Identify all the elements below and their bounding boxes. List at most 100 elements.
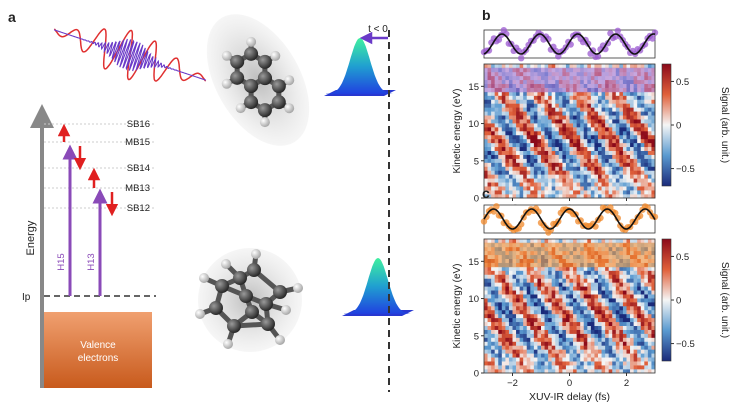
heatmap-cell [647, 64, 652, 69]
heatmap-cell [541, 349, 545, 354]
heatmap-cell [505, 111, 510, 116]
heatmap-cell [484, 349, 488, 354]
heatmap-cell [601, 150, 606, 155]
heatmap-cell [612, 138, 617, 144]
heatmap-cell [601, 270, 606, 275]
carbon-atom [239, 289, 253, 303]
heatmap-cell [551, 162, 556, 167]
heatmap-cell [594, 190, 599, 195]
heatmap-cell [519, 369, 524, 374]
heatmap-cell [630, 325, 634, 330]
heatmap-cell [608, 178, 613, 183]
heatmap-cell [562, 313, 567, 319]
heatmap-cell [523, 150, 528, 155]
heatmap-cell [523, 266, 528, 271]
heatmap-cell [530, 302, 535, 307]
heatmap-cell [523, 166, 528, 171]
heatmap-cell [622, 337, 627, 342]
heatmap-cell [551, 64, 556, 69]
heatmap-cell [612, 194, 617, 199]
heatmap-cell [651, 174, 656, 179]
heatmap-cell [612, 103, 617, 108]
heatmap-cell [523, 158, 528, 163]
heatmap-cell [501, 182, 506, 187]
trace-point [589, 47, 597, 54]
heatmap-cell [608, 99, 613, 104]
heatmap-cell [644, 341, 649, 346]
heatmap-cell [530, 349, 535, 354]
heatmap-cell [491, 309, 495, 315]
heatmap-cell [537, 290, 542, 295]
heatmap-cell [619, 357, 624, 362]
heatmap-cell [598, 115, 602, 120]
heatmap-cell [537, 107, 542, 112]
heatmap-cell [569, 127, 574, 132]
heatmap-cell [594, 131, 599, 136]
heatmap-cell [569, 123, 574, 128]
heatmap-cell [484, 361, 488, 366]
heatmap-cell [544, 313, 549, 319]
heatmap-cell [647, 329, 652, 334]
heatmap-cell [537, 239, 542, 244]
heatmap-cell [622, 270, 627, 275]
heatmap-cell [491, 239, 495, 244]
heatmap-cell [633, 166, 638, 171]
heatmap-cell [576, 174, 581, 179]
heatmap-cell [555, 119, 560, 124]
heatmap-cell [544, 321, 549, 326]
heatmap-cell [576, 166, 581, 171]
heatmap-cell [569, 107, 574, 112]
heatmap-cell [533, 115, 538, 120]
heatmap-cell [487, 278, 492, 283]
heatmap-cell [565, 341, 570, 346]
heatmap-cell [508, 341, 513, 346]
heatmap-cell [551, 317, 556, 323]
heatmap-cell [562, 150, 567, 155]
heatmap-cell [562, 190, 567, 195]
heatmap-cell [590, 278, 595, 283]
heatmap-cell [551, 99, 556, 104]
heatmap-cell [519, 170, 524, 175]
heatmap-cell [544, 329, 549, 334]
heatmap-cell [558, 274, 563, 279]
heatmap-cell [533, 107, 538, 112]
heatmap-cell [590, 325, 595, 330]
heatmap-cell [633, 150, 638, 155]
heatmap-cell [523, 361, 528, 366]
heatmap-cell [537, 282, 542, 287]
heatmap-cell [651, 365, 656, 370]
heatmap-cell [494, 278, 499, 283]
heatmap-cell [637, 329, 642, 334]
heatmap-cell [508, 146, 513, 151]
heatmap-cell [633, 186, 638, 191]
heatmap-cell [640, 270, 645, 275]
heatmap-cell [558, 194, 563, 199]
heatmap-cell [637, 194, 642, 199]
heatmap-cell [484, 341, 488, 346]
heatmap-cell [533, 274, 538, 279]
heatmap-cell [612, 313, 617, 319]
heatmap-cell [612, 369, 617, 374]
heatmap-cell [622, 95, 627, 100]
heatmap-cell [544, 306, 549, 311]
heatmap-cell [544, 123, 549, 128]
heatmap-cell [498, 158, 503, 163]
heatmap-cell [608, 357, 613, 362]
heatmap-cell [551, 174, 556, 179]
heatmap-cell [651, 166, 656, 171]
heatmap-cell [569, 286, 574, 291]
heatmap-cell [544, 266, 549, 271]
heatmap-cell [594, 142, 599, 148]
heatmap-cell [487, 99, 492, 104]
heatmap-cell [612, 111, 617, 116]
heatmap-cell [598, 369, 602, 374]
heatmap-cell [608, 361, 613, 366]
heatmap-cell [587, 286, 592, 291]
heatmap-cell [537, 294, 542, 299]
heatmap-cell [569, 317, 574, 323]
heatmap-cell [576, 286, 581, 291]
heatmap-cell [491, 290, 495, 295]
heatmap-cell [537, 313, 542, 319]
heatmap-cell [484, 182, 488, 187]
heatmap-cell [576, 182, 581, 187]
